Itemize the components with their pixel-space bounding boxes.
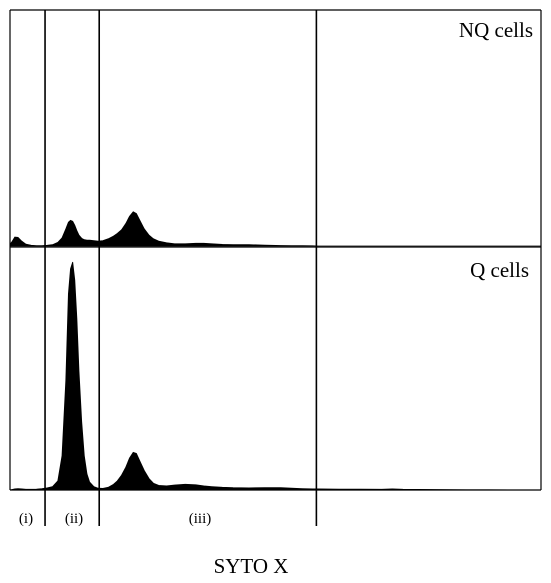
series-label-nq-cells: NQ cells: [458, 18, 533, 42]
histogram-area-nq-cells: [9, 211, 541, 247]
region-label-ii: (ii): [64, 511, 84, 527]
region-label-i: (i): [18, 511, 34, 527]
x-axis-title: SYTO X: [213, 554, 289, 578]
series-label-q-cells: Q cells: [470, 258, 529, 282]
region-label-iii: (iii): [188, 511, 212, 527]
histogram-area-q-cells: [9, 261, 541, 491]
